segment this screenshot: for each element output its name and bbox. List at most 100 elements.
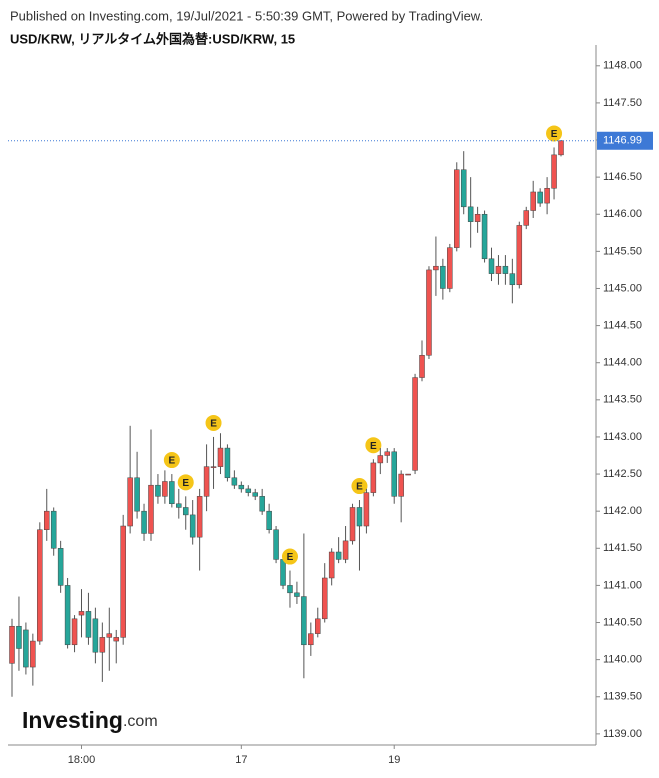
x-tick-label: 18:00	[68, 754, 96, 766]
candle-body	[92, 618, 99, 653]
candle-body	[189, 514, 196, 538]
last-price-label: 1146.99	[603, 135, 642, 147]
logo-suffix: .com	[123, 713, 158, 730]
candle-body	[342, 540, 349, 560]
candle-body	[384, 451, 391, 456]
candle-body	[544, 188, 550, 204]
y-tick-label: 1145.00	[603, 282, 642, 294]
candle-body	[516, 225, 523, 286]
candle-body	[231, 477, 238, 486]
candle-body	[203, 466, 210, 497]
y-tick-label: 1145.50	[603, 245, 642, 257]
candle-body	[217, 447, 224, 467]
candle-body	[502, 265, 509, 274]
event-marker-label: E	[287, 552, 294, 563]
candle-body	[78, 611, 85, 616]
event-marker-label: E	[370, 441, 377, 452]
candle-body	[391, 451, 397, 497]
candle-body	[454, 169, 460, 248]
candle-body	[460, 169, 467, 208]
event-marker	[177, 474, 194, 491]
candle-body	[113, 637, 119, 642]
event-marker	[205, 414, 222, 431]
y-tick-label: 1142.00	[603, 505, 642, 517]
candle-body	[433, 265, 439, 271]
candle-body	[558, 140, 564, 156]
candle-body	[315, 618, 321, 634]
candle-body	[16, 625, 22, 649]
candle-body	[30, 640, 36, 668]
candle-body	[426, 269, 432, 356]
candle-body	[321, 577, 328, 620]
y-tick-label: 1148.00	[603, 60, 642, 72]
event-marker	[365, 437, 382, 454]
candle-body	[481, 213, 488, 260]
event-marker	[351, 478, 368, 495]
candle-body	[440, 265, 446, 289]
candle-body	[398, 473, 404, 497]
y-tick-label: 1146.50	[603, 171, 642, 183]
candle-body	[266, 510, 272, 530]
candle-body	[238, 484, 245, 490]
candle-body	[224, 447, 231, 479]
candle-body	[9, 625, 15, 664]
candle-body	[328, 551, 335, 579]
candle-body	[57, 548, 64, 586]
y-tick-label: 1146.00	[603, 208, 642, 220]
candle-body	[419, 355, 425, 378]
candle-body	[182, 507, 189, 516]
candle-body	[141, 510, 147, 534]
logo: Investing.com	[22, 707, 158, 733]
candle-body	[134, 477, 140, 512]
y-tick-label: 1139.00	[603, 728, 642, 740]
candle-body	[308, 633, 314, 646]
candle-body	[169, 481, 175, 504]
candle-body	[252, 492, 258, 497]
candle-body	[176, 503, 182, 508]
candle-body	[162, 481, 168, 497]
y-tick-label: 1139.50	[603, 691, 642, 703]
symbol-title: USD/KRW, リアルタイム外国為替:USD/KRW, 15	[10, 31, 295, 46]
candle-body	[106, 633, 113, 638]
y-tick-label: 1141.00	[603, 579, 642, 591]
y-tick-label: 1144.50	[603, 320, 642, 332]
candle-body	[71, 618, 78, 646]
candle-body	[64, 585, 71, 646]
candle-body	[370, 462, 377, 493]
y-tick-label: 1147.50	[603, 97, 642, 109]
candle-body	[294, 592, 300, 597]
published-note: Published on Investing.com, 19/Jul/2021 …	[10, 8, 483, 23]
candle-body	[280, 559, 286, 586]
event-marker-label: E	[182, 478, 189, 489]
event-marker	[163, 452, 180, 469]
candle-body	[349, 507, 356, 542]
candle-body	[259, 496, 265, 512]
x-tick-label: 17	[235, 754, 247, 766]
x-tick-label: 19	[388, 754, 400, 766]
candle-body	[523, 210, 530, 226]
candle-body	[210, 466, 217, 468]
candle-body	[363, 492, 370, 527]
candle-body	[405, 473, 411, 476]
event-marker-label: E	[210, 419, 217, 430]
candle-body	[488, 258, 495, 274]
candle-body	[245, 488, 252, 493]
y-tick-label: 1140.00	[603, 654, 642, 666]
logo-brand: Investing	[22, 707, 123, 733]
event-marker-label: E	[168, 456, 175, 467]
candle-body	[155, 484, 161, 497]
candle-body	[301, 596, 307, 646]
y-tick-label: 1144.00	[603, 357, 642, 369]
candle-body	[377, 455, 384, 464]
event-marker	[281, 548, 298, 565]
candle-body	[537, 191, 543, 204]
y-tick-label: 1140.50	[603, 616, 642, 628]
candle-body	[148, 484, 154, 534]
event-marker-label: E	[551, 129, 558, 140]
candle-body	[287, 585, 293, 594]
last-price-box	[597, 131, 653, 150]
candle-body	[43, 510, 50, 530]
y-tick-label: 1141.50	[603, 542, 642, 554]
candle-body	[85, 611, 92, 638]
